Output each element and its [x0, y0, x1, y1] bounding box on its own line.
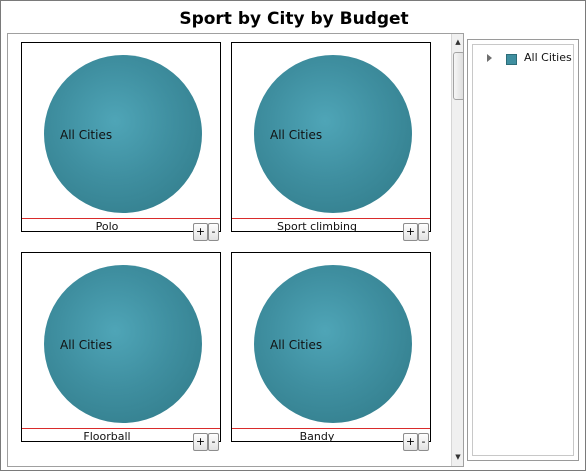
zoom-out-button[interactable]: - — [208, 433, 219, 451]
pie-slice[interactable] — [44, 265, 202, 423]
tile-separator — [22, 218, 220, 219]
chevron-right-icon[interactable] — [487, 54, 492, 62]
legend-item-all-cities[interactable]: All Cities — [524, 51, 572, 64]
zoom-in-button[interactable]: + — [193, 433, 208, 451]
zoom-out-button[interactable]: - — [418, 223, 429, 241]
pie-label: All Cities — [270, 128, 323, 142]
pie-tile: All Cities Polo + - — [21, 42, 221, 241]
pie-tile: All Cities Sport climbing + - — [231, 42, 431, 241]
scroll-up-icon[interactable]: ▲ — [455, 38, 461, 46]
pie-slice[interactable] — [44, 55, 202, 213]
tile-separator — [232, 428, 430, 429]
zoom-in-button[interactable]: + — [403, 223, 418, 241]
pie-label: All Cities — [60, 338, 113, 352]
zoom-out-button[interactable]: - — [418, 433, 429, 451]
legend-panel: All Cities — [467, 39, 579, 461]
vertical-scrollbar[interactable]: ▲ ▼ — [451, 34, 463, 466]
zoom-in-button[interactable]: + — [193, 223, 208, 241]
tile-separator — [232, 218, 430, 219]
pie-slice[interactable] — [254, 55, 412, 213]
legend-tree: All Cities — [472, 44, 574, 456]
tile-caption: Bandy — [299, 430, 335, 443]
legend-swatch — [506, 54, 517, 65]
pie-tile: All Cities Bandy + - — [231, 252, 431, 451]
zoom-in-button[interactable]: + — [403, 433, 418, 451]
pie-slice[interactable] — [254, 265, 412, 423]
tile-caption: Floorball — [83, 430, 131, 443]
chart-scroll-area[interactable]: All Cities Polo + - All Cities Sport cli… — [7, 33, 464, 467]
scrollbar-thumb[interactable] — [453, 52, 463, 100]
tile-caption: Polo — [95, 220, 119, 233]
pie-label: All Cities — [60, 128, 113, 142]
pie-label: All Cities — [270, 338, 323, 352]
zoom-out-button[interactable]: - — [208, 223, 219, 241]
pie-tile: All Cities Floorball + - — [21, 252, 221, 451]
chart-title: Sport by City by Budget — [179, 9, 409, 29]
tile-separator — [22, 428, 220, 429]
scroll-down-icon[interactable]: ▼ — [455, 453, 461, 461]
tile-caption: Sport climbing — [277, 220, 357, 233]
